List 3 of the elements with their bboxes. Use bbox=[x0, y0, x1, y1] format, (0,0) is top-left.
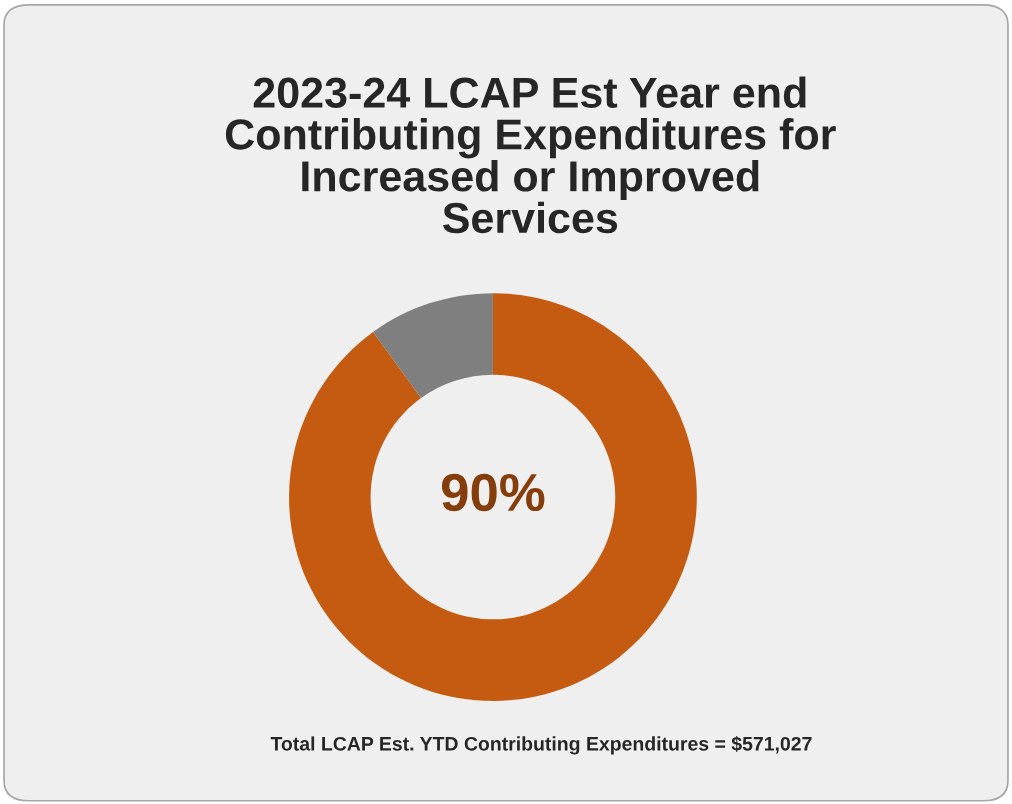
data-label: 90% bbox=[441, 473, 545, 512]
chart-title: 2023-24 LCAP Est Year end Contributing Expenditures for Increased or Improved Services bbox=[225, 76, 836, 234]
text: Total LCAP Est. YTD Contributing Expenditures = $571,027 bbox=[270, 736, 812, 755]
